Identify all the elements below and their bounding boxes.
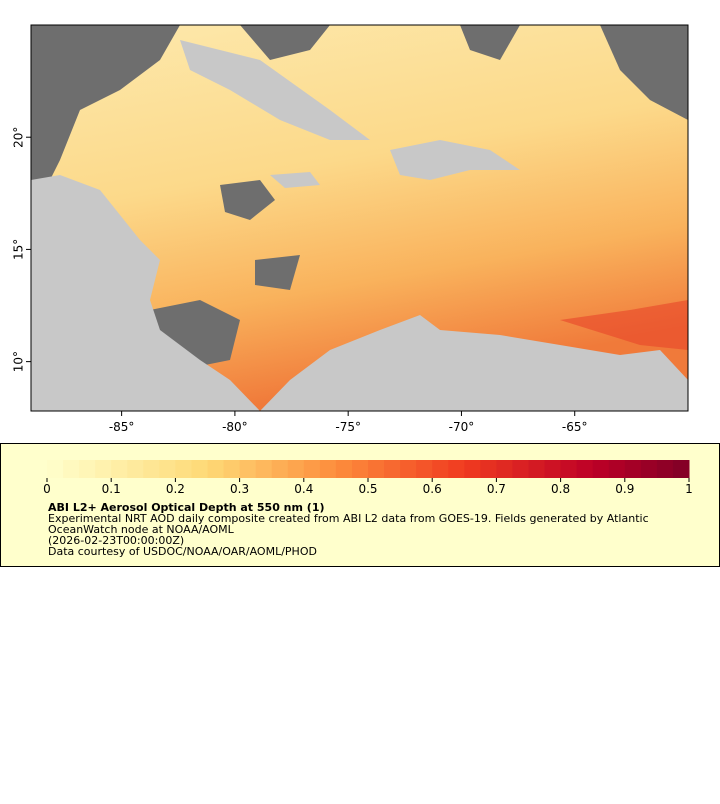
colorbar-tick-label: 0.9 bbox=[615, 482, 634, 496]
colorbar-segment bbox=[400, 460, 417, 478]
colorbar-segment bbox=[303, 460, 321, 478]
colorbar-segment bbox=[143, 460, 160, 478]
colorbar-segment bbox=[271, 460, 289, 478]
map bbox=[31, 25, 688, 411]
colorbar-tick-label: 0.7 bbox=[487, 482, 506, 496]
colorbar-tick-label: 0.6 bbox=[423, 482, 442, 496]
colorbar-segment bbox=[576, 460, 594, 478]
colorbar-segment bbox=[384, 460, 401, 478]
colorbar-segment bbox=[640, 460, 658, 478]
colorbar-segment bbox=[368, 460, 385, 478]
legend-line: Experimental NRT AOD daily composite cre… bbox=[48, 512, 649, 525]
colorbar-segment bbox=[319, 460, 337, 478]
colorbar-segment bbox=[223, 460, 241, 478]
legend-line: (2026-02-23T00:00:00Z) bbox=[48, 534, 184, 547]
colorbar-tick-label: 0 bbox=[43, 482, 51, 496]
colorbar-segment bbox=[175, 460, 192, 478]
colorbar-tick-label: 0.4 bbox=[294, 482, 313, 496]
map-frame bbox=[30, 24, 689, 412]
colorbar-segment bbox=[608, 460, 626, 478]
colorbar-tick-label: 0.3 bbox=[230, 482, 249, 496]
colorbar-segment bbox=[159, 460, 176, 478]
colorbar-segment bbox=[63, 460, 80, 478]
colorbar-segment bbox=[464, 460, 481, 478]
colorbar-tick-label: 0.5 bbox=[358, 482, 377, 496]
colorbar-segment bbox=[528, 460, 546, 478]
y-tick-label: 20° bbox=[12, 127, 26, 148]
colorbar-segment bbox=[127, 460, 144, 478]
axes: -85° -80° -75° -70° -65° 10° 15° 20° bbox=[12, 127, 588, 434]
colorbar-tick-label: 0.8 bbox=[551, 482, 570, 496]
x-tick-label: -80° bbox=[222, 420, 248, 434]
x-tick-label: -85° bbox=[109, 420, 135, 434]
legend-line: Data courtesy of USDOC/NOAA/OAR/AOML/PHO… bbox=[48, 545, 317, 558]
colorbar: 0 0.1 0.2 0.3 0.4 0.5 0.6 0.7 0.8 0.9 1 bbox=[43, 460, 693, 496]
colorbar-segment bbox=[656, 460, 674, 478]
colorbar-segment bbox=[47, 460, 64, 478]
colorbar-segment bbox=[448, 460, 465, 478]
y-tick-label: 15° bbox=[12, 239, 26, 260]
colorbar-segment bbox=[432, 460, 449, 478]
colorbar-segment bbox=[287, 460, 305, 478]
x-tick-label: -70° bbox=[449, 420, 475, 434]
legend-title: ABI L2+ Aerosol Optical Depth at 550 nm … bbox=[48, 501, 325, 514]
colorbar-segment bbox=[416, 460, 433, 478]
colorbar-segment bbox=[335, 460, 353, 478]
colorbar-segment bbox=[79, 460, 96, 478]
x-tick-label: -75° bbox=[335, 420, 361, 434]
colorbar-tick-label: 0.1 bbox=[102, 482, 121, 496]
colorbar-segment bbox=[255, 460, 273, 478]
colorbar-segment bbox=[544, 460, 562, 478]
colorbar-segment bbox=[207, 460, 225, 478]
colorbar-segment bbox=[512, 460, 529, 478]
colorbar-segment bbox=[111, 460, 128, 478]
colorbar-segment bbox=[624, 460, 642, 478]
colorbar-segment bbox=[95, 460, 112, 478]
y-tick-label: 10° bbox=[12, 351, 26, 372]
colorbar-segment bbox=[191, 460, 208, 478]
x-tick-label: -65° bbox=[562, 420, 588, 434]
colorbar-tick-label: 1 bbox=[685, 482, 693, 496]
colorbar-segment bbox=[560, 460, 578, 478]
legend-line: OceanWatch node at NOAA/AOML bbox=[48, 523, 235, 536]
colorbar-segment bbox=[592, 460, 610, 478]
colorbar-segment bbox=[351, 460, 369, 478]
colorbar-segment bbox=[239, 460, 257, 478]
colorbar-segment bbox=[480, 460, 497, 478]
colorbar-tick-label: 0.2 bbox=[166, 482, 185, 496]
colorbar-segment bbox=[496, 460, 513, 478]
colorbar-segment bbox=[672, 460, 690, 478]
